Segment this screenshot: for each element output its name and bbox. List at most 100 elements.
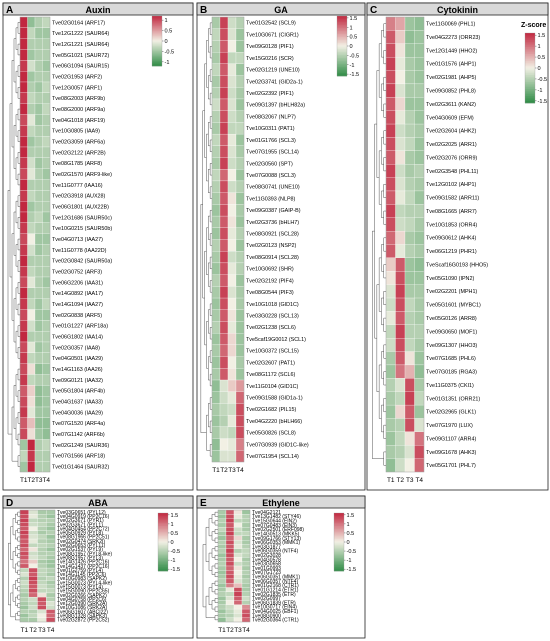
heatmap-cell [27,222,36,234]
heatmap-border [19,16,51,473]
heatmap-cell [42,38,51,50]
dendrogram-branch [8,542,11,606]
heatmap-cell [27,428,36,440]
legend-gradient-step [152,17,162,19]
heatmap-cell [19,287,28,299]
heatmap-cell [385,284,396,299]
heatmap-cell [37,605,47,610]
heatmap-cell [28,530,38,536]
heatmap-cell [37,522,47,527]
heatmap-cell [34,461,43,473]
heatmap-border [385,16,425,473]
heatmap-cell [19,146,28,158]
heatmap-cell [46,555,56,560]
dendrogram-branch [209,420,212,433]
heatmap-cell [235,251,245,264]
column-label: T3 [38,627,46,634]
heatmap-cell [211,133,221,146]
legend-gradient-step [152,34,162,37]
row-label: Tve09G0387 (GAIP-B) [246,208,301,214]
heatmap-cell [235,28,245,41]
heatmap-cell [19,538,29,544]
heatmap-cell [233,552,243,558]
row-label: Tve02G1219 (UNE10) [246,68,300,74]
legend-gradient-step [525,55,535,58]
heatmap-cell [395,57,406,71]
legend-gradient-step [334,537,344,540]
heatmap-cell [225,548,235,554]
dendrogram-branch [209,69,212,82]
heatmap-cell [395,418,406,432]
heatmap-cell [37,592,47,598]
row-label: Tve08G1172 (SCL6) [246,372,296,378]
heatmap-cell [28,522,38,527]
dendrogram-branch [206,321,209,369]
panel-title: GA [274,5,288,15]
heatmap-cell [42,81,51,93]
dendrogram-branch [209,92,212,106]
dendrogram-branch [17,569,20,575]
heatmap-cell [404,30,415,44]
heatmap-cell [19,609,29,614]
heatmap-cell [211,169,221,182]
dendrogram-branch [17,578,20,583]
heatmap-cell [233,509,243,515]
row-label: Tve09G0852 (PHL8) [426,88,476,94]
heatmap-cell [395,445,406,459]
legend-gradient-step [337,71,347,74]
heatmap-cell [42,363,51,375]
heatmap-cell [42,60,51,72]
heatmap-cell [42,125,51,137]
heatmap-cell [235,75,245,88]
heatmap-cell [385,311,396,325]
row-label: Tve07G0483 (EIN3) [252,523,297,529]
heatmap-cell [233,522,243,528]
row-label: Tve07G1970 (LUX) [426,423,473,429]
heatmap-cell [19,522,29,527]
row-label: Tve02G3736 (bHLH7) [246,220,299,226]
column-label: T2 [29,627,37,634]
dendrogram-branch [17,536,20,542]
legend-gradient-step [337,70,347,72]
heatmap-cell [28,547,38,552]
heatmap-cell [217,591,227,597]
legend-gradient-step [337,22,347,24]
row-label: Tve08G0921 (SCL28) [246,232,299,238]
heatmap-cell [227,251,237,264]
legend-gradient-step [158,531,168,534]
heatmap-cell [385,16,396,31]
legend-gradient-step [334,521,344,524]
legend-gradient-step [158,552,168,554]
heatmap-cell [227,52,237,64]
heatmap-cell [217,518,227,524]
heatmap-cell [227,321,237,334]
legend-gradient-step [525,33,535,36]
row-label: Tve02G2872 (PP2C52) [57,618,110,624]
heatmap-cell [217,514,227,519]
heatmap-cell [211,321,221,334]
heatmap-cell [37,530,47,536]
dendrogram-branch [209,139,212,152]
legend-gradient-step [334,555,344,557]
panel-header [196,2,366,16]
heatmap-cell [28,584,38,589]
dendrogram-branch [208,122,211,147]
row-label: Tve03G0658 [252,562,281,568]
heatmap-cell [27,374,36,386]
heatmap-cell [241,527,251,532]
heatmap-cell [19,352,28,364]
heatmap-cell [211,403,221,416]
legend-gradient-step [337,62,347,65]
heatmap-cell [34,125,43,137]
heatmap-cell [19,563,29,569]
heatmap-cell [395,404,406,419]
heatmap-cell [385,445,396,459]
legend-gradient-step [158,515,168,518]
heatmap-cell [225,561,235,567]
heatmap-cell [404,123,415,138]
legend-gradient-step [152,33,162,36]
row-label: Tve5caf19G0012 (SCL1) [246,337,306,343]
heatmap-cell [241,587,251,592]
heatmap-cell [414,351,425,366]
